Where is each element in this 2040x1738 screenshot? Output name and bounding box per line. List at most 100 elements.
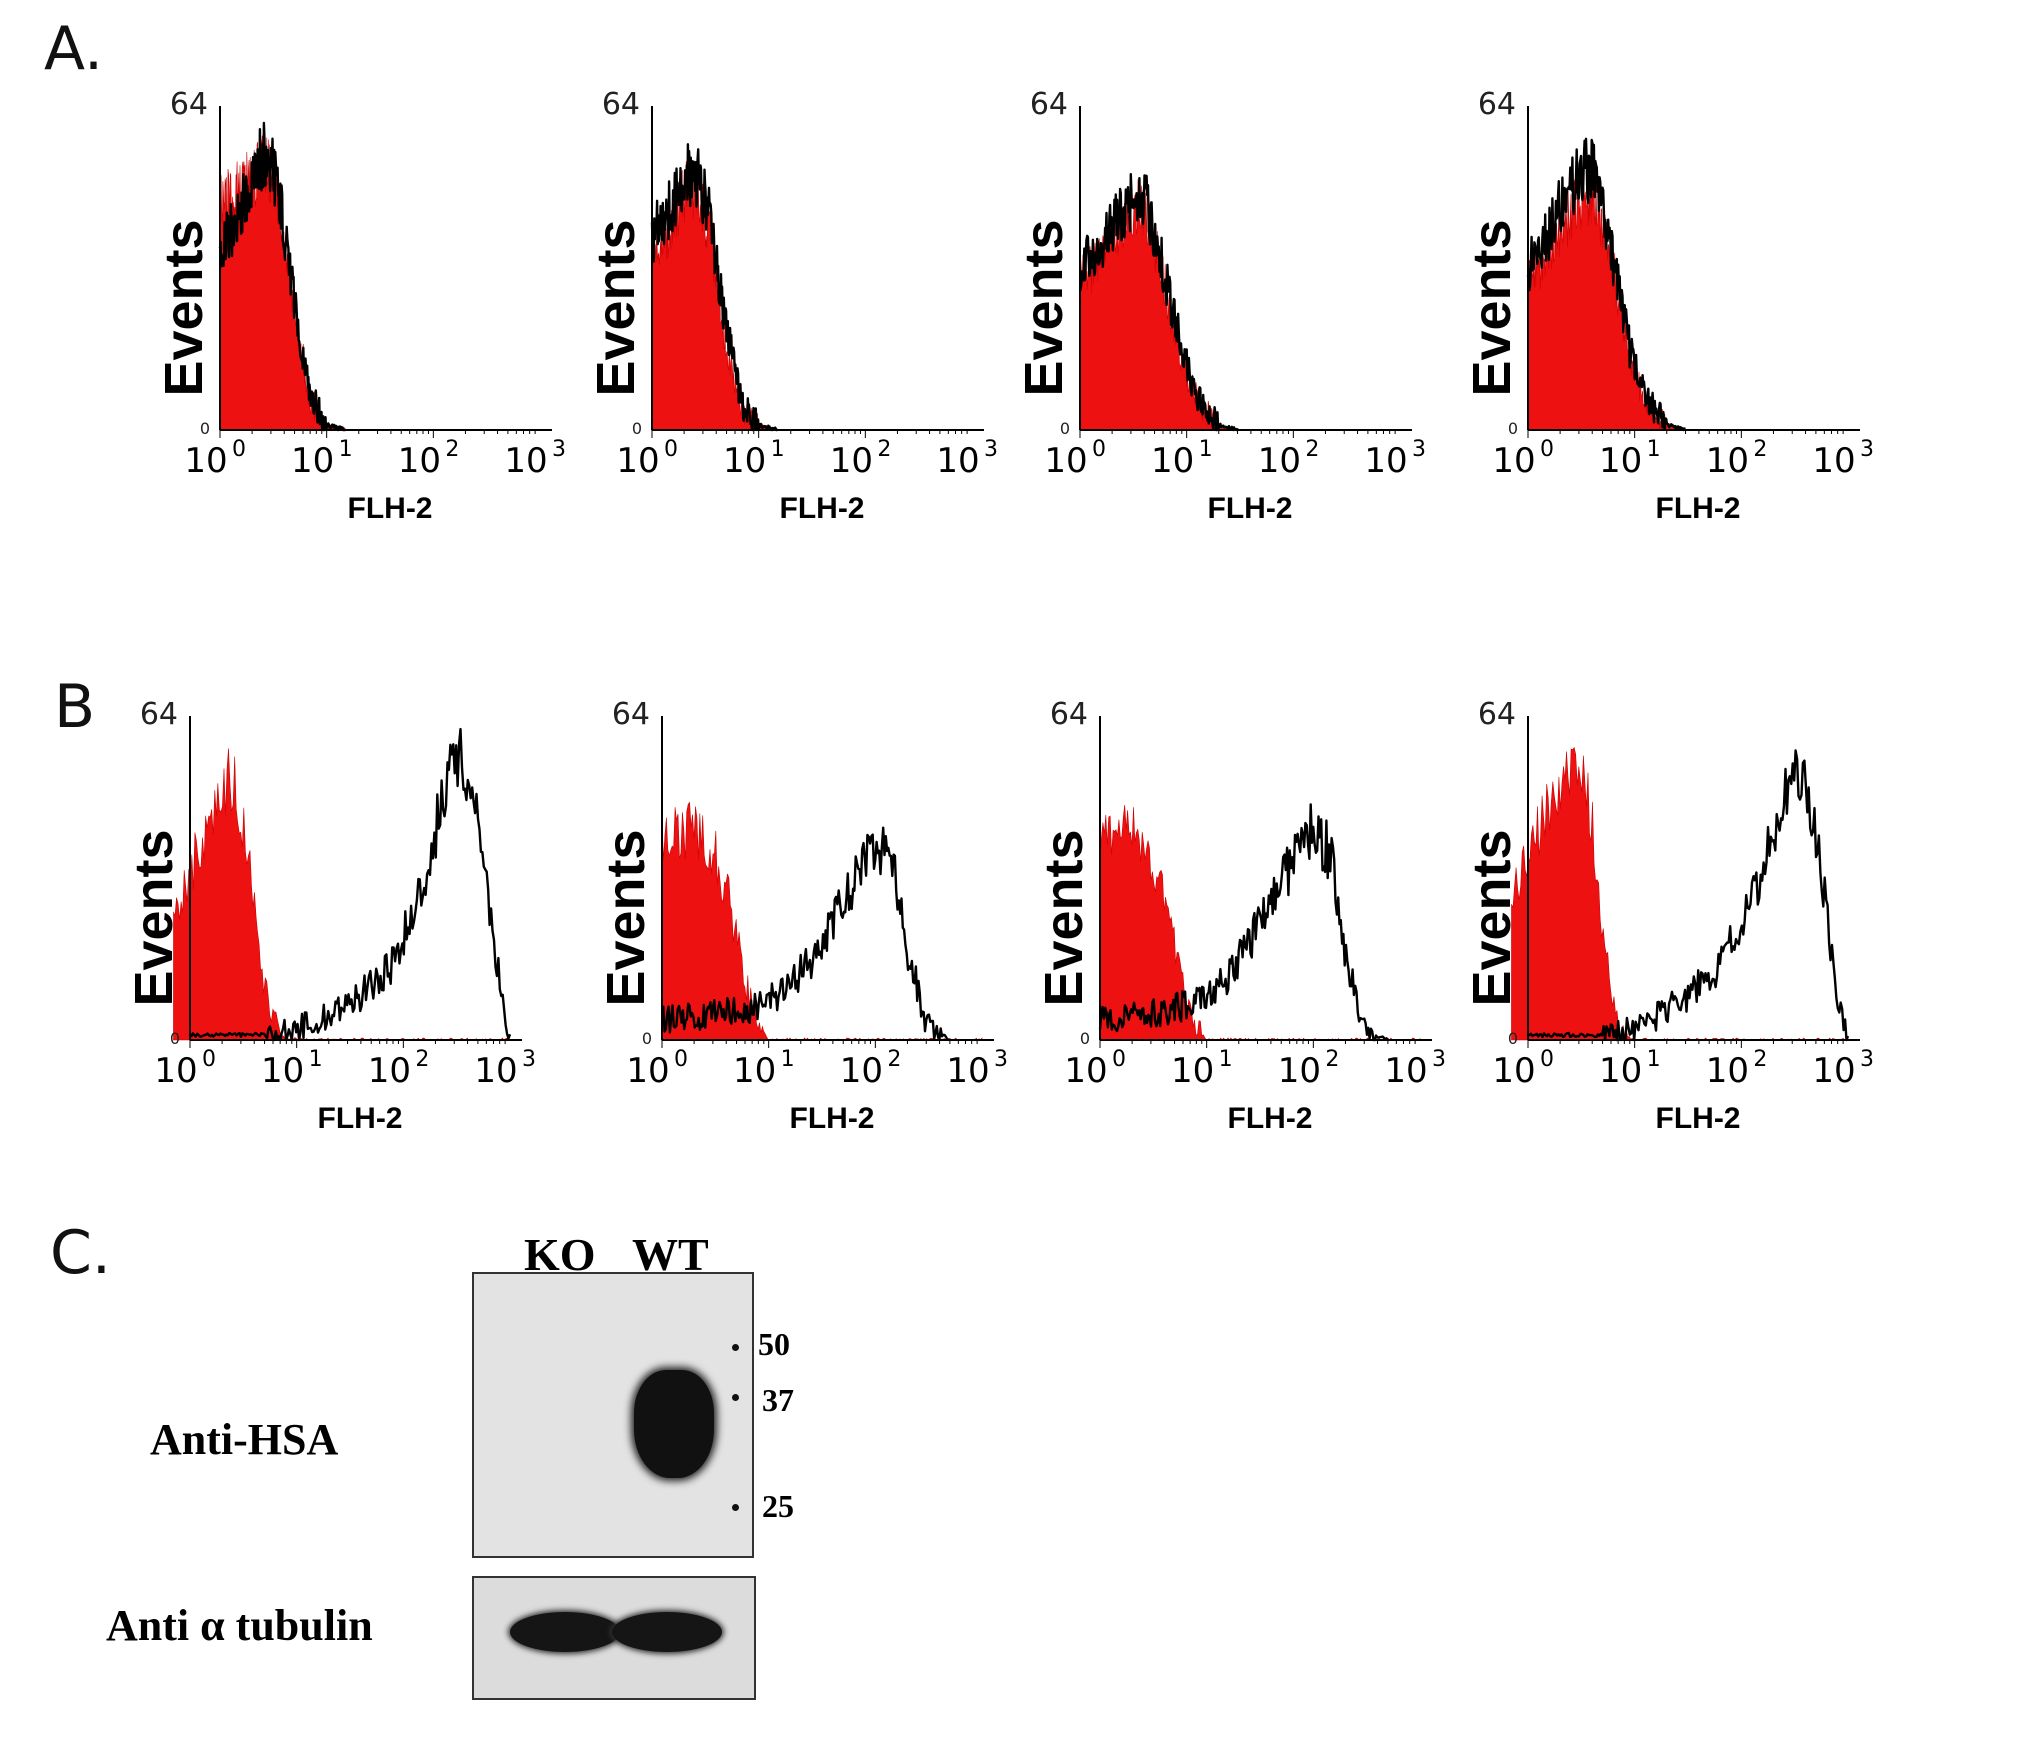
y-max-label: 64 (1478, 87, 1516, 122)
x-tick-exponent: 1 (1647, 437, 1661, 462)
x-tick-label: 10 (616, 441, 659, 481)
marker-50: 50 (758, 1326, 790, 1362)
x-tick-exponent: 0 (674, 1047, 688, 1072)
x-tick-exponent: 3 (1860, 1047, 1874, 1072)
y-axis-label: Events (596, 829, 656, 1006)
x-axis-label: FLH-2 (1656, 1102, 1741, 1135)
y-max-label: 64 (170, 87, 208, 122)
lane-label-wt: WT (632, 1229, 709, 1280)
x-tick-label: 10 (946, 1051, 989, 1091)
lane-label-ko: KO (524, 1229, 596, 1280)
x-tick-exponent: 2 (1325, 1047, 1339, 1072)
series-control-fill (1099, 804, 1421, 1041)
series-control-fill (219, 130, 346, 431)
marker-dot-25 (732, 1504, 739, 1511)
x-tick-label: 10 (936, 441, 979, 481)
x-tick-exponent: 3 (984, 437, 998, 462)
row-label-anti-hsa: Anti-HSA (150, 1415, 339, 1464)
series-sample-line (1528, 749, 1850, 1042)
row-label-anti-tubulin: Anti α tubulin (106, 1601, 373, 1650)
x-tick-label: 10 (504, 441, 547, 481)
y-axis-label: Events (1014, 219, 1074, 396)
x-tick-exponent: 1 (771, 437, 785, 462)
x-tick-label: 10 (184, 441, 227, 481)
y-max-label: 64 (612, 697, 650, 732)
x-tick-label: 10 (1599, 1051, 1642, 1091)
series-control-fill (173, 748, 511, 1041)
x-tick-exponent: 2 (1753, 1047, 1767, 1072)
marker-25: 25 (762, 1488, 794, 1524)
x-tick-exponent: 1 (339, 437, 353, 462)
x-tick-exponent: 0 (1092, 437, 1106, 462)
panel-label-b: B (54, 672, 96, 742)
series-sample-line (1078, 173, 1239, 432)
y-max-label: 64 (1050, 697, 1088, 732)
x-tick-label: 10 (154, 1051, 197, 1091)
x-tick-exponent: 1 (309, 1047, 323, 1072)
histogram-b1: 64 0 Events 10 0 10 1 10 2 10 3 FLH-2 (110, 680, 550, 1140)
histogram-b2: 64 0 Events 10 0 10 1 10 2 10 3 FLH-2 (582, 680, 1022, 1140)
y-max-label: 64 (1030, 87, 1068, 122)
band-ko-tubulin (510, 1612, 620, 1652)
y-min-label: 0 (1508, 419, 1518, 438)
x-tick-exponent: 3 (522, 1047, 536, 1072)
blot-anti-tubulin (472, 1576, 756, 1700)
y-min-label: 0 (1060, 419, 1070, 438)
y-min-label: 0 (632, 419, 642, 438)
x-tick-exponent: 2 (445, 437, 459, 462)
x-tick-label: 10 (830, 441, 873, 481)
y-min-label: 0 (1508, 1029, 1518, 1048)
x-axis-label: FLH-2 (780, 492, 865, 525)
x-tick-label: 10 (1064, 1051, 1107, 1091)
x-tick-exponent: 3 (1860, 437, 1874, 462)
marker-dot-37 (732, 1394, 739, 1401)
y-axis-label: Events (1462, 829, 1522, 1006)
x-tick-exponent: 0 (202, 1047, 216, 1072)
y-axis-label: Events (1034, 829, 1094, 1006)
y-axis-label: Events (1462, 219, 1522, 396)
x-tick-label: 10 (368, 1051, 411, 1091)
x-tick-exponent: 1 (1199, 437, 1213, 462)
y-axis-label: Events (154, 219, 214, 396)
y-max-label: 64 (140, 697, 178, 732)
histogram-a1: 64 0 Events 10 0 10 1 10 2 10 3 FLH-2 (140, 70, 580, 530)
x-tick-label: 10 (1812, 441, 1855, 481)
x-tick-label: 10 (1044, 441, 1087, 481)
x-axis-label: FLH-2 (790, 1102, 875, 1135)
series-sample-line (218, 121, 347, 432)
x-tick-label: 10 (733, 1051, 776, 1091)
blot-anti-hsa (472, 1272, 754, 1558)
x-tick-exponent: 1 (1647, 1047, 1661, 1072)
panel-label-c: C. (50, 1218, 111, 1288)
marker-37: 37 (762, 1382, 794, 1418)
x-tick-label: 10 (840, 1051, 883, 1091)
x-axis-label: FLH-2 (318, 1102, 403, 1135)
x-axis-label: FLH-2 (1656, 492, 1741, 525)
x-tick-label: 10 (291, 441, 334, 481)
x-tick-label: 10 (1151, 441, 1194, 481)
x-tick-exponent: 2 (1753, 437, 1767, 462)
y-axis-label: Events (586, 219, 646, 396)
histogram-b4: 64 0 Events 10 0 10 1 10 2 10 3 FLH-2 (1448, 680, 1888, 1140)
histogram-a3: 64 0 Events 10 0 10 1 10 2 10 3 FLH-2 (1000, 70, 1440, 530)
series-sample-line (650, 143, 779, 432)
x-tick-exponent: 2 (1305, 437, 1319, 462)
y-min-label: 0 (200, 419, 210, 438)
x-tick-exponent: 0 (232, 437, 246, 462)
x-tick-exponent: 2 (887, 1047, 901, 1072)
x-tick-exponent: 1 (1219, 1047, 1233, 1072)
x-tick-exponent: 3 (994, 1047, 1008, 1072)
histogram-a4: 64 0 Events 10 0 10 1 10 2 10 3 FLH-2 (1448, 70, 1888, 530)
x-tick-label: 10 (1258, 441, 1301, 481)
x-axis-label: FLH-2 (348, 492, 433, 525)
x-tick-label: 10 (398, 441, 441, 481)
series-sample-line (661, 826, 951, 1042)
x-tick-label: 10 (261, 1051, 304, 1091)
x-tick-exponent: 3 (552, 437, 566, 462)
